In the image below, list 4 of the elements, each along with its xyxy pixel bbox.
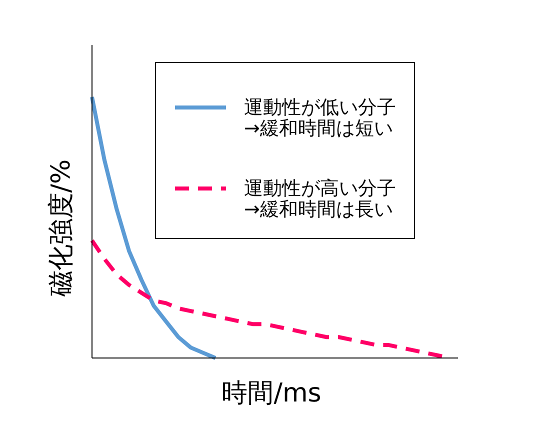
x-axis-title: 時間/ms (222, 378, 322, 408)
y-axis-title: 磁化強度/% (46, 159, 76, 298)
legend-label: 運動性が低い分子 →緩和時間は短い (244, 96, 396, 140)
legend-label: 運動性が高い分子 →緩和時間は長い (244, 178, 396, 220)
